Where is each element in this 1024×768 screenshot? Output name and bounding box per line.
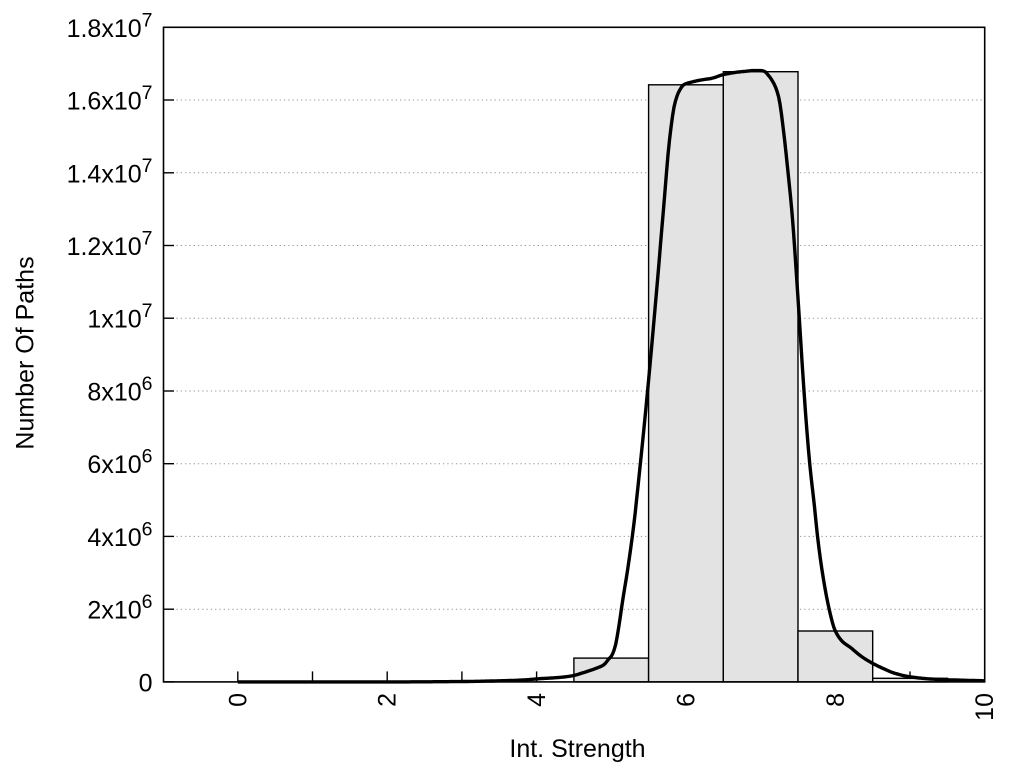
svg-text:6: 6 [672,693,700,707]
svg-text:1.4x107: 1.4x107 [67,155,153,189]
svg-text:Int. Strength: Int. Strength [509,735,645,763]
svg-text:10: 10 [971,693,999,721]
svg-text:8: 8 [822,693,850,707]
svg-text:0: 0 [224,693,252,707]
svg-text:4: 4 [523,693,551,707]
svg-text:2: 2 [374,693,402,707]
svg-text:Number Of Paths: Number Of Paths [12,256,40,449]
svg-text:1.8x107: 1.8x107 [67,9,153,43]
svg-text:0: 0 [139,669,153,697]
svg-text:1.2x107: 1.2x107 [67,228,153,262]
svg-text:1.6x107: 1.6x107 [67,82,153,116]
